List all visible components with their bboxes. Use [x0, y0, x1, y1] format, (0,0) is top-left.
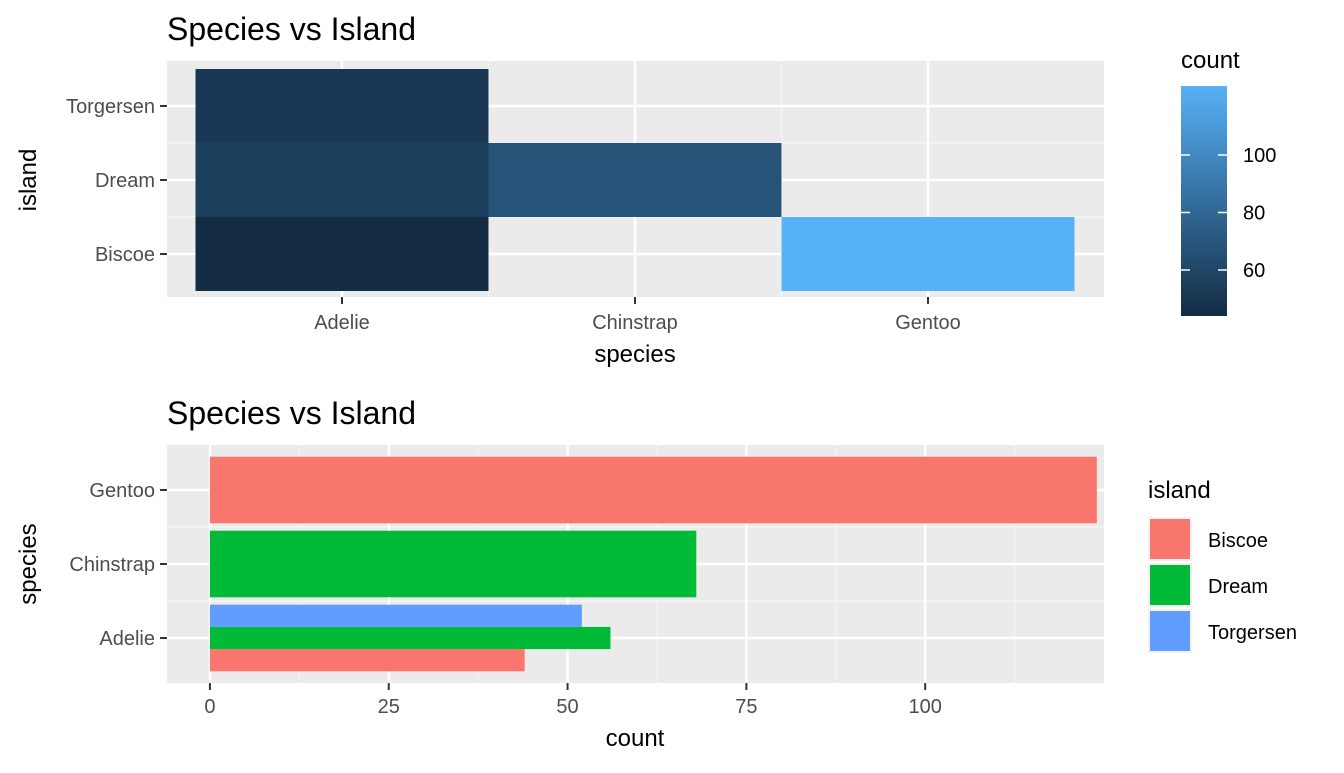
colorbar-tick-label: 80: [1243, 203, 1265, 225]
heatmap-x-ticks: Adelie Chinstrap Gentoo: [314, 297, 961, 334]
bar-adelie-torgersen: [209, 604, 582, 627]
bar-x-axis-title: count: [606, 725, 665, 752]
heatmap-cell-adelie-torgersen: [195, 69, 489, 143]
colorbar: [1181, 86, 1227, 316]
heatmap-y-tick-label: Biscoe: [95, 244, 155, 266]
bar-x-tick-label: 50: [556, 696, 578, 718]
bar-legend-swatch-dream: [1150, 565, 1190, 605]
bar-y-axis-title: species: [15, 523, 42, 604]
heatmap-legend-title: count: [1181, 47, 1240, 74]
bar-chinstrap-dream: [209, 530, 697, 598]
bar-marks: [209, 456, 1097, 672]
heatmap-title: Species vs Island: [167, 11, 416, 47]
heatmap-y-ticks: Biscoe Dream Torgersen: [66, 96, 167, 266]
bar-chart: Species vs Island 0 25 50 75 100 Adelie Chins…: [15, 395, 1297, 752]
heatmap-cell-chinstrap-dream: [488, 143, 782, 217]
heatmap-chart: Species vs Island Adelie Chinstrap Gentoo …: [15, 11, 1276, 368]
bar-x-tick-label: 25: [378, 696, 400, 718]
bar-adelie-dream: [209, 626, 611, 650]
bar-x-tick-label: 100: [908, 696, 941, 718]
bar-y-tick-label: Adelie: [99, 628, 155, 650]
heatmap-y-tick-label: Torgersen: [66, 96, 155, 118]
bar-x-tick-label: 75: [735, 696, 757, 718]
heatmap-x-tick-label: Adelie: [314, 312, 370, 334]
bar-x-ticks: 0 25 50 75 100: [204, 683, 942, 718]
heatmap-cells: [195, 69, 1075, 291]
bar-y-tick-label: Gentoo: [89, 480, 155, 502]
bar-adelie-biscoe: [209, 649, 525, 672]
heatmap-cell-adelie-dream: [195, 143, 489, 217]
heatmap-legend: count 60 80 100: [1181, 47, 1276, 316]
heatmap-x-tick-label: Gentoo: [895, 312, 961, 334]
heatmap-y-tick-label: Dream: [95, 170, 155, 192]
bar-legend-label-dream: Dream: [1208, 576, 1268, 598]
heatmap-cell-adelie-biscoe: [195, 217, 489, 291]
heatmap-x-axis-title: species: [594, 341, 675, 368]
bar-legend-swatch-torgersen: [1150, 611, 1190, 651]
bar-legend-keys: Biscoe Dream Torgersen: [1148, 517, 1297, 653]
bar-legend-swatch-biscoe: [1150, 519, 1190, 559]
heatmap-y-axis-title: island: [15, 149, 42, 212]
bar-gentoo-biscoe: [209, 456, 1097, 524]
colorbar-ticks: 60 80 100: [1181, 145, 1276, 282]
bar-legend-title: island: [1148, 477, 1211, 504]
bar-y-tick-label: Chinstrap: [69, 554, 155, 576]
bar-title: Species vs Island: [167, 395, 416, 431]
bar-legend: island Biscoe Dream Torgersen: [1148, 477, 1297, 653]
bar-y-ticks: Adelie Chinstrap Gentoo: [69, 480, 167, 650]
colorbar-tick-label: 100: [1243, 145, 1276, 167]
bar-legend-label-torgersen: Torgersen: [1208, 622, 1297, 644]
heatmap-cell-gentoo-biscoe: [781, 217, 1075, 291]
bar-legend-label-biscoe: Biscoe: [1208, 530, 1268, 552]
bar-x-tick-label: 0: [204, 696, 215, 718]
colorbar-tick-label: 60: [1243, 260, 1265, 282]
heatmap-x-tick-label: Chinstrap: [592, 312, 678, 334]
